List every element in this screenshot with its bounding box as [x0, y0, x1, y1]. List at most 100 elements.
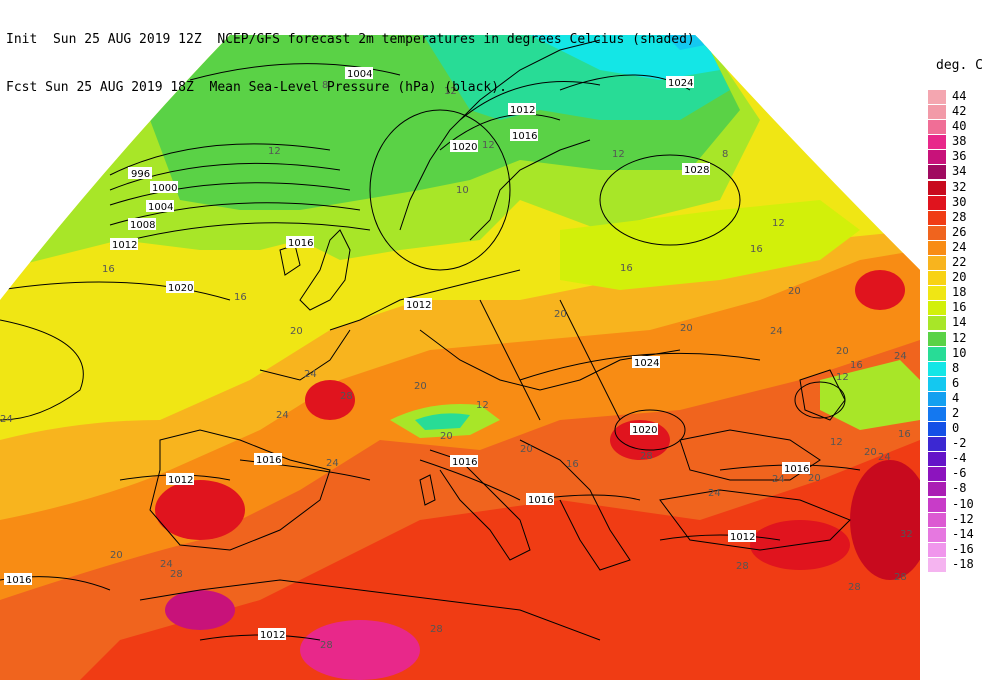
- temp-label: 28: [340, 391, 353, 402]
- legend-label: 18: [952, 285, 967, 300]
- legend-label: 16: [952, 300, 967, 315]
- temp-label: 20: [808, 473, 821, 484]
- legend-label: 38: [952, 134, 967, 149]
- temp-label: 20: [110, 550, 123, 561]
- temp-label: 16: [102, 264, 115, 275]
- legend-entry: -8: [928, 481, 988, 497]
- legend-swatch: [928, 557, 946, 572]
- isobar-label: 1020: [168, 283, 193, 294]
- legend-label: -2: [952, 436, 967, 451]
- legend-swatch: [928, 180, 946, 195]
- legend-label: 24: [952, 239, 967, 254]
- legend-entry: -12: [928, 512, 988, 528]
- temp-label: 20: [414, 381, 427, 392]
- isobar-label: 1012: [168, 475, 193, 486]
- isobar-label: 1016: [288, 238, 313, 249]
- temp-label: 20: [290, 326, 303, 337]
- isobar-label: 1004: [148, 202, 173, 213]
- temp-label: 24: [772, 474, 785, 485]
- legend-entry: 2: [928, 405, 988, 422]
- isobar-label: 1008: [130, 220, 155, 231]
- legend-entry: 12: [928, 331, 988, 347]
- header-line-fcst: Fcst Sun 25 AUG 2019 18Z Mean Sea-Level …: [6, 80, 507, 95]
- chart-header: Init Sun 25 AUG 2019 12Z NCEP/GFS foreca…: [6, 0, 695, 112]
- isobar-label: 1024: [634, 358, 659, 369]
- legend-label: 4: [952, 390, 960, 405]
- temp-label: 16: [620, 263, 633, 274]
- legend-swatch: [928, 286, 946, 301]
- legend-entry: 36: [928, 149, 988, 165]
- temp-label: 24: [0, 414, 13, 425]
- legend-label: -16: [952, 541, 974, 556]
- temp-label: 28: [430, 624, 443, 635]
- legend-swatch: [928, 467, 946, 482]
- legend-swatch: [928, 376, 946, 391]
- legend-swatch: [928, 482, 946, 497]
- isobar-label: 1012: [260, 630, 285, 641]
- legend-label: -10: [952, 496, 974, 511]
- legend-entry: 4: [928, 390, 988, 407]
- temp-label: 16: [566, 459, 579, 470]
- legend-swatch: [928, 452, 946, 467]
- legend-entry: 20: [928, 270, 988, 286]
- temp-label: 24: [878, 452, 891, 463]
- legend-entry: 22: [928, 255, 988, 271]
- color-legend: 44 42 40 38 36 34 32 30 28 26 24 22 20 18 16 14 12 10 8 6 4 2…: [928, 89, 988, 573]
- isobar-label: 1016: [6, 575, 31, 586]
- legend-label: 0: [952, 421, 960, 436]
- legend-label: 22: [952, 255, 967, 270]
- legend-entry: -2: [928, 436, 988, 452]
- legend-swatch: [928, 165, 946, 180]
- legend-label: -14: [952, 526, 974, 541]
- legend-swatch: [928, 301, 946, 316]
- temp-label: 20: [554, 309, 567, 320]
- legend-label: -8: [952, 481, 967, 496]
- legend-entry: 26: [928, 224, 988, 241]
- legend-entry: 8: [928, 361, 988, 377]
- temp-label: 28: [736, 561, 749, 572]
- isobar-label: 1024: [668, 78, 693, 89]
- isobar-label: 1012: [406, 300, 431, 311]
- temp-label: 12: [612, 149, 625, 160]
- legend-label: 36: [952, 149, 967, 164]
- isobar-label: 1016: [512, 131, 537, 142]
- temp-label: 20: [680, 323, 693, 334]
- legend-entry: 16: [928, 300, 988, 316]
- isobar-label: 1016: [256, 455, 281, 466]
- legend-entry: 18: [928, 285, 988, 301]
- temp-label: 28: [320, 640, 333, 651]
- legend-label: 40: [952, 119, 967, 134]
- weather-map: 1004 996 1000 1004 1008 1012 1020 1024 1…: [0, 35, 920, 680]
- legend-label: 2: [952, 405, 960, 420]
- legend-swatch: [928, 346, 946, 361]
- temp-label: 20: [520, 444, 533, 455]
- temp-label: 24: [304, 369, 317, 380]
- legend-swatch: [928, 331, 946, 346]
- legend-label: 20: [952, 270, 967, 285]
- temp-label: 24: [894, 351, 907, 362]
- legend-swatch: [928, 542, 946, 557]
- legend-entry: 38: [928, 134, 988, 150]
- temp-label: 24: [326, 458, 339, 469]
- legend-label: -18: [952, 556, 974, 571]
- legend-label: 14: [952, 315, 967, 330]
- legend-swatch: [928, 105, 946, 120]
- temp-label: 12: [836, 372, 849, 383]
- temp-label: 12: [830, 437, 843, 448]
- isobar-label: 1012: [112, 240, 137, 251]
- temp-label: 12: [476, 400, 489, 411]
- isobar-label: 1028: [684, 165, 709, 176]
- isobar-label: 1016: [452, 457, 477, 468]
- temp-label: 20: [836, 346, 849, 357]
- legend-swatch: [928, 150, 946, 165]
- legend-swatch: [928, 195, 946, 210]
- legend-label: 28: [952, 209, 967, 224]
- legend-swatch: [928, 135, 946, 150]
- temp-label: 16: [850, 360, 863, 371]
- temp-label: 20: [864, 447, 877, 458]
- legend-title: deg. C: [936, 58, 983, 73]
- temp-label: 10: [456, 185, 469, 196]
- legend-label: 26: [952, 224, 967, 239]
- legend-label: 10: [952, 345, 967, 360]
- temp-label: 20: [788, 286, 801, 297]
